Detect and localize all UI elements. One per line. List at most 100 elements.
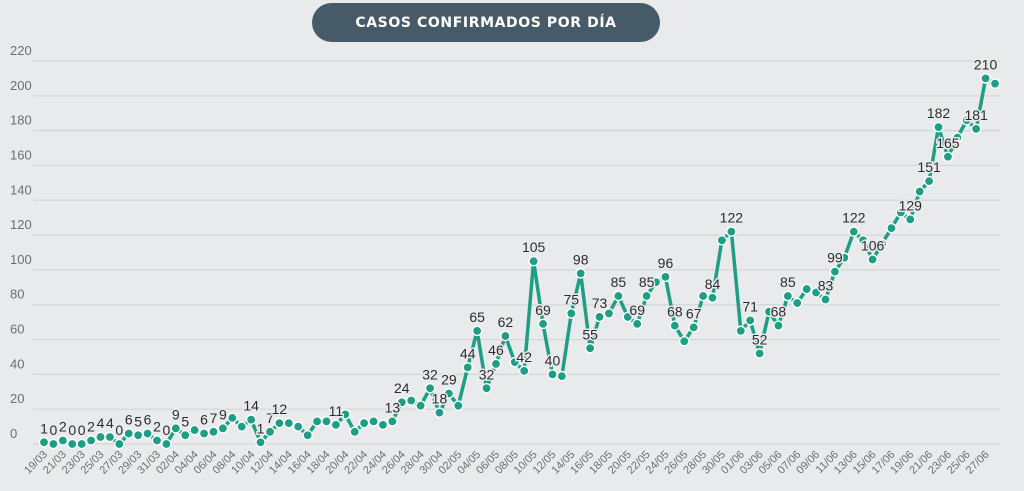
data-label: 165 [936,135,960,151]
data-label: 0 [78,422,86,438]
data-point [264,426,276,438]
data-point [311,416,323,427]
data-label: 73 [592,295,608,311]
data-label: 182 [927,105,951,121]
data-label: 98 [573,251,589,267]
data-point [415,400,426,412]
y-tick-label: 160 [10,147,32,162]
data-point [669,320,681,331]
y-tick-label: 0 [10,426,17,441]
x-axis-ticks: 19/0321/0323/0325/0327/0329/0331/0302/04… [22,449,992,477]
data-point [556,370,568,382]
data-label: 4 [97,415,105,431]
data-point [434,407,445,418]
data-label: 84 [705,276,721,292]
data-label: 5 [134,413,142,429]
data-point [773,320,784,331]
data-point [490,358,502,370]
data-label: 55 [582,326,598,342]
data-point [368,416,379,427]
data-point [405,395,417,406]
data-point [603,308,615,319]
data-point [678,335,690,347]
data-point [57,435,69,446]
data-label: 69 [629,302,645,318]
series-line-path [43,76,996,446]
data-point [462,362,474,373]
data-point [95,431,106,443]
data-point [38,436,50,448]
data-label: 32 [479,366,495,382]
data-point [340,409,351,420]
data-point [85,435,97,446]
data-point [886,222,897,234]
data-point [829,266,841,277]
data-point [377,419,389,431]
data-point [537,318,549,330]
chart-title: CASOS CONFIRMADOS POR DÍA [312,3,660,42]
data-points [38,73,1001,450]
data-label: 13 [385,399,401,415]
data-point [66,438,78,450]
data-label: 6 [144,412,152,428]
data-point [735,325,747,337]
data-label: 40 [545,352,561,368]
data-point [754,348,765,359]
y-tick-label: 40 [10,356,24,371]
data-point [914,186,925,197]
data-label: 106 [861,237,885,253]
data-label: 65 [469,309,485,325]
data-label: 5 [181,413,189,429]
data-label: 2 [87,419,95,435]
y-tick-label: 60 [10,322,24,337]
data-label: 69 [535,302,551,318]
data-label: 181 [964,107,988,123]
data-label: 4 [106,415,114,431]
data-point [952,132,963,143]
data-point [471,325,483,337]
data-label: 85 [639,274,655,290]
data-label: 7 [210,410,218,426]
data-point [613,290,624,302]
data-point [716,235,728,246]
data-label: 129 [899,197,923,213]
y-tick-label: 80 [10,287,24,302]
data-label: 75 [563,291,579,307]
data-point [744,315,756,326]
data-label: 68 [667,304,683,320]
data-label: 71 [742,298,758,314]
data-label: 9 [172,406,180,422]
data-point [245,414,257,425]
data-point [933,121,944,133]
y-tick-label: 120 [10,217,32,232]
gridlines [33,60,1000,445]
data-label: 0 [115,422,123,438]
data-point [142,428,153,439]
y-tick-label: 140 [10,182,32,197]
data-point [791,297,803,309]
data-label: 68 [771,304,787,320]
data-point [594,311,605,323]
data-point [189,424,200,436]
data-point [387,416,398,427]
data-point [980,73,991,84]
data-point [565,308,577,319]
data-point [236,421,248,432]
data-label: 0 [50,422,58,438]
data-point [452,400,464,412]
data-point [518,365,530,377]
data-point [641,290,652,302]
data-point [114,438,125,450]
data-label: 46 [488,342,504,358]
data-label: 105 [522,239,546,255]
data-point [584,342,596,354]
data-point [923,175,935,187]
data-point [292,421,304,432]
data-label: 2 [59,419,67,435]
data-point [424,382,436,394]
data-point [443,388,455,399]
data-point [726,226,737,237]
data-label: 9 [219,406,227,422]
data-point [274,417,285,429]
data-point [198,428,210,439]
